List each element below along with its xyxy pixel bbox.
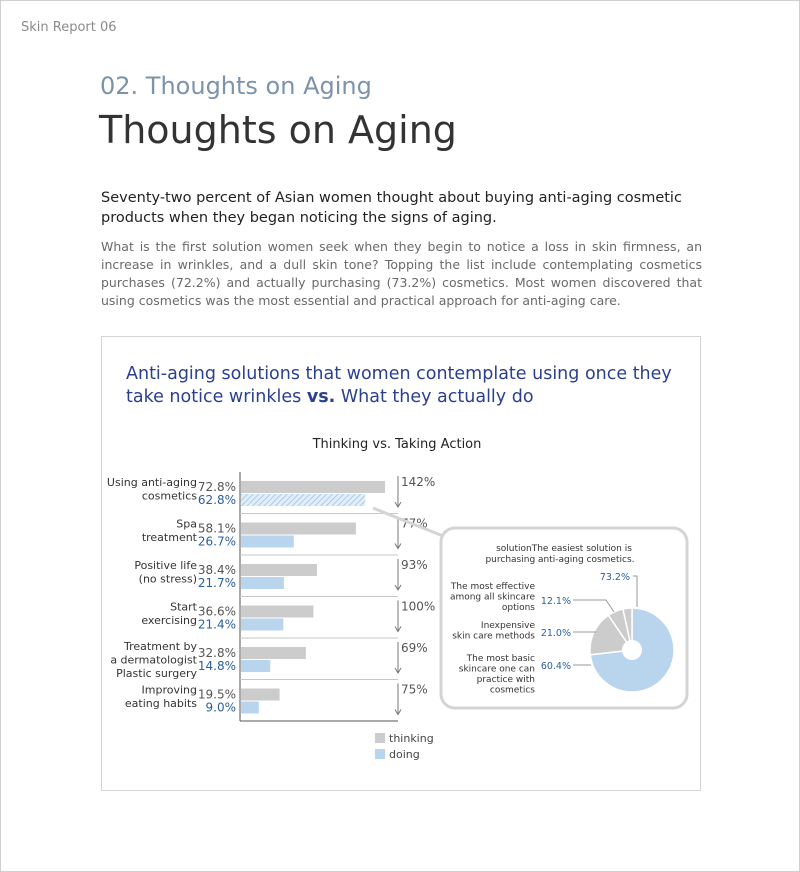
pie-hole bbox=[622, 640, 642, 660]
category-label: Improving bbox=[142, 684, 197, 697]
value-label-thinking: 38.4% bbox=[198, 563, 236, 577]
pie-leader bbox=[573, 599, 615, 613]
value-label-doing: 9.0% bbox=[206, 701, 237, 715]
legend-label-thinking: thinking bbox=[389, 732, 434, 745]
panel-title-part: Anti-aging solutions that women contempl… bbox=[126, 364, 672, 384]
bar-thinking bbox=[241, 481, 385, 493]
section-label: 02. Thoughts on Aging bbox=[100, 72, 372, 100]
chart-panel bbox=[101, 336, 701, 791]
bar-thinking bbox=[241, 605, 314, 618]
page-title: Thoughts on Aging bbox=[99, 108, 457, 152]
panel-title-part: What they actually do bbox=[335, 387, 534, 407]
pie-slice bbox=[622, 607, 633, 651]
ratio-arrow-icon bbox=[394, 543, 402, 550]
panel-title-vs: vs. bbox=[306, 387, 336, 407]
ratio-label: 69% bbox=[401, 641, 428, 655]
callout-connector bbox=[372, 506, 444, 538]
body-line: in wrinkles, and a dull skin tone? Toppi… bbox=[101, 257, 702, 290]
category-label: Treatment by bbox=[123, 640, 197, 653]
value-label-doing: 26.7% bbox=[198, 535, 236, 549]
body-line: (72.2%) and actually purchasing (73.2%) … bbox=[101, 275, 702, 308]
bar-doing bbox=[241, 577, 284, 589]
value-label-doing: 14.8% bbox=[198, 659, 236, 673]
pie-slice-label: skin care methods bbox=[452, 632, 535, 642]
lead-line: Seventy-two percent of Asian women thoug… bbox=[101, 190, 682, 206]
category-label: cosmetics bbox=[142, 490, 197, 503]
bar-doing bbox=[241, 660, 271, 672]
ratio-arrow-icon bbox=[394, 626, 402, 633]
pie-slice-label: among all skincare bbox=[450, 593, 536, 603]
bar-doing bbox=[241, 701, 259, 714]
value-label-doing: 62.8% bbox=[198, 493, 236, 507]
pie-slice-label: Inexpensive bbox=[481, 621, 536, 631]
ratio-arrow-icon bbox=[394, 709, 402, 716]
value-label-doing: 21.7% bbox=[198, 576, 236, 590]
bar-chart-title: Thinking vs. Taking Action bbox=[312, 437, 482, 452]
pie-slice-label: The most effective bbox=[450, 582, 536, 592]
body-line: was the most essential and practical app… bbox=[205, 293, 621, 308]
ratio-label: 142% bbox=[401, 475, 435, 489]
value-label-thinking: 19.5% bbox=[198, 688, 236, 702]
category-label: eating habits bbox=[125, 697, 197, 710]
category-label: (no stress) bbox=[139, 573, 197, 586]
bar-thinking bbox=[241, 647, 306, 659]
bar-thinking bbox=[241, 564, 317, 576]
ratio-label: 75% bbox=[401, 683, 428, 697]
category-label: Plastic surgery bbox=[116, 667, 197, 680]
legend-swatch-thinking bbox=[375, 733, 385, 743]
pie-slice-value: 60.4% bbox=[541, 661, 571, 672]
lead-line: products when they began noticing the si… bbox=[101, 210, 497, 226]
report-tag: Skin Report 06 bbox=[21, 20, 117, 35]
pie-title-line: purchasing anti-aging cosmetics. bbox=[485, 555, 634, 565]
lead-paragraph: Seventy-two percent of Asian women thoug… bbox=[101, 188, 701, 228]
value-label-thinking: 36.6% bbox=[198, 605, 236, 619]
category-label: exercising bbox=[141, 614, 197, 627]
category-label: a dermatologist bbox=[110, 654, 197, 667]
category-label: treatment bbox=[142, 531, 198, 544]
body-line: What is the first solution women seek wh… bbox=[101, 239, 702, 272]
legend-label-doing: doing bbox=[389, 748, 420, 761]
pie-leader bbox=[633, 575, 638, 607]
value-label-thinking: 72.8% bbox=[198, 480, 236, 494]
ratio-label: 93% bbox=[401, 558, 428, 572]
ratio-arrow-icon bbox=[394, 584, 402, 591]
legend-swatch-doing bbox=[375, 749, 385, 759]
value-label-thinking: 32.8% bbox=[198, 646, 236, 660]
value-label-thinking: 58.1% bbox=[198, 522, 236, 536]
bar-doing bbox=[241, 618, 284, 631]
category-label: Start bbox=[170, 601, 198, 614]
category-label: Using anti-aging bbox=[107, 476, 197, 489]
ratio-arrow-icon bbox=[394, 501, 402, 508]
value-label-doing: 21.4% bbox=[198, 618, 236, 632]
pie-slice-value: 12.1% bbox=[541, 596, 571, 607]
panel-title: Anti-aging solutions that women contempl… bbox=[126, 363, 686, 409]
body-paragraph: What is the first solution women seek wh… bbox=[101, 238, 702, 310]
ratio-arrow-icon bbox=[394, 667, 402, 674]
panel-title-part: take notice wrinkles bbox=[126, 387, 307, 407]
pie-slice-value: 21.0% bbox=[541, 628, 571, 639]
bar-thinking bbox=[241, 522, 356, 535]
pie-slice-label: options bbox=[502, 603, 535, 613]
pie-slice-label: skincare one can bbox=[459, 665, 535, 675]
pie-total-label: 73.2% bbox=[600, 572, 630, 583]
bar-thinking bbox=[241, 688, 280, 701]
category-label: Positive life bbox=[134, 559, 197, 572]
pie-slice-label: practice with bbox=[477, 675, 535, 685]
ratio-label: 100% bbox=[401, 600, 435, 614]
pie-slice-label: The most basic bbox=[466, 654, 535, 664]
pie-title-line: solutionThe easiest solution is bbox=[496, 544, 632, 554]
bar-doing bbox=[241, 535, 294, 548]
pie-slice-label: cosmetics bbox=[490, 686, 535, 696]
category-label: Spa bbox=[176, 518, 197, 531]
bar-doing bbox=[241, 494, 366, 506]
